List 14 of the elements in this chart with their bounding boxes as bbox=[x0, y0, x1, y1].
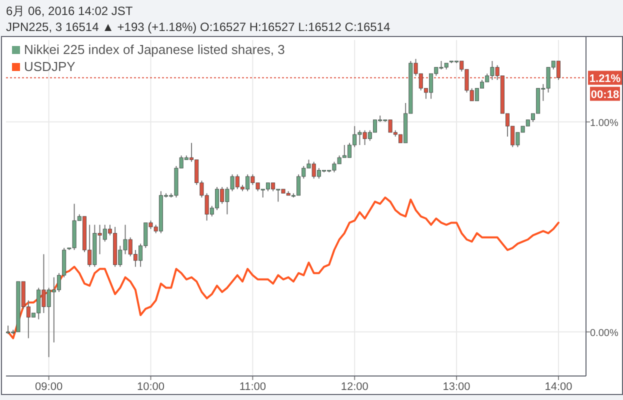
legend-label: USDJPY bbox=[24, 59, 76, 74]
x-tick-label: 12:00 bbox=[340, 381, 368, 393]
x-tick-label: 11:00 bbox=[239, 381, 266, 393]
legend-label: Nikkei 225 index of Japanese listed shares, 3 bbox=[24, 42, 285, 57]
text: 00:18 bbox=[590, 88, 620, 101]
x-tick-label: 14:00 bbox=[544, 381, 572, 393]
y-tick-label: 1.00% bbox=[590, 118, 618, 129]
y-tick-label: 0.00% bbox=[590, 328, 618, 339]
chart-title: 6月 06, 2016 14:02 JST bbox=[6, 4, 134, 18]
ref-line-label: 1.21% bbox=[589, 72, 621, 85]
x-tick-label: 10:00 bbox=[136, 381, 165, 393]
chart-subtitle: JPN225, 3 16514 ▲ +193 (+1.18%) O:16527 H:16527 L:16512 C:16514 bbox=[6, 20, 390, 34]
x-tick-label: 09:00 bbox=[35, 381, 63, 393]
x-tick-label: 13:00 bbox=[442, 381, 470, 393]
